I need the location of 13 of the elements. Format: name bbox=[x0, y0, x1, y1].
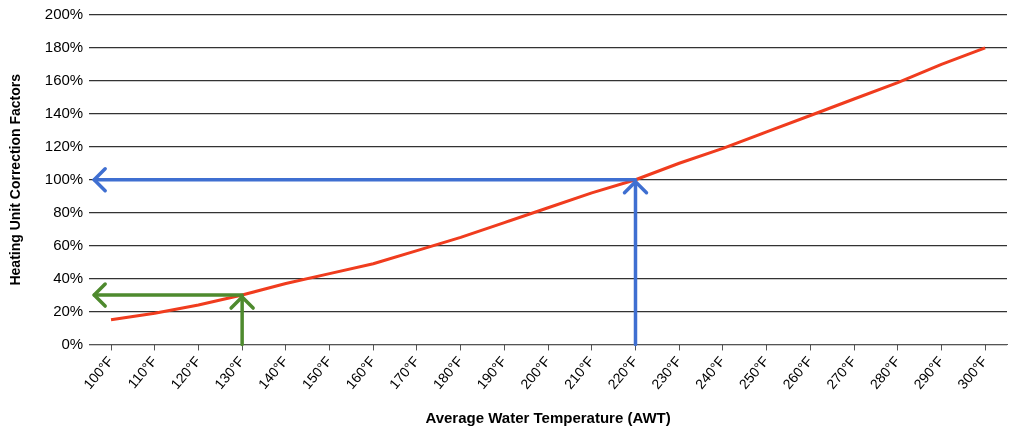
y-tick-label: 80% bbox=[53, 202, 84, 220]
y-tick-label: 180% bbox=[44, 38, 84, 56]
y-tick-label: 140% bbox=[44, 103, 84, 121]
y-axis-title: Heating Unit Correction Factors bbox=[7, 73, 24, 286]
x-axis-title: Average Water Temperature (AWT) bbox=[425, 409, 671, 427]
y-tick-label: 40% bbox=[53, 268, 84, 286]
y-tick-label: 100% bbox=[44, 169, 84, 187]
y-tick-label: 60% bbox=[53, 235, 84, 253]
y-tick-label: 200% bbox=[44, 5, 84, 23]
y-tick-label: 20% bbox=[53, 301, 84, 319]
y-tick-label: 120% bbox=[44, 136, 84, 154]
y-tick-label: 0% bbox=[61, 334, 84, 352]
y-tick-label: 160% bbox=[44, 71, 84, 89]
